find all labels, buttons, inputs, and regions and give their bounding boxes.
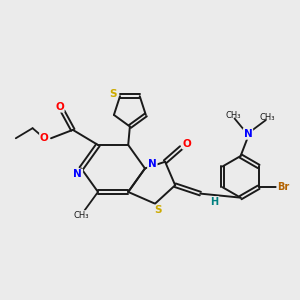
Text: N: N <box>148 159 157 170</box>
Text: O: O <box>40 133 49 143</box>
Text: S: S <box>154 206 161 215</box>
Text: CH₃: CH₃ <box>225 111 241 120</box>
Text: S: S <box>109 89 116 100</box>
Text: CH₃: CH₃ <box>74 211 89 220</box>
Text: O: O <box>182 139 191 148</box>
Text: CH₃: CH₃ <box>260 113 275 122</box>
Text: Br: Br <box>277 182 289 192</box>
Text: N: N <box>74 169 82 179</box>
Text: N: N <box>244 129 252 139</box>
Text: O: O <box>55 102 64 112</box>
Text: H: H <box>210 197 218 207</box>
